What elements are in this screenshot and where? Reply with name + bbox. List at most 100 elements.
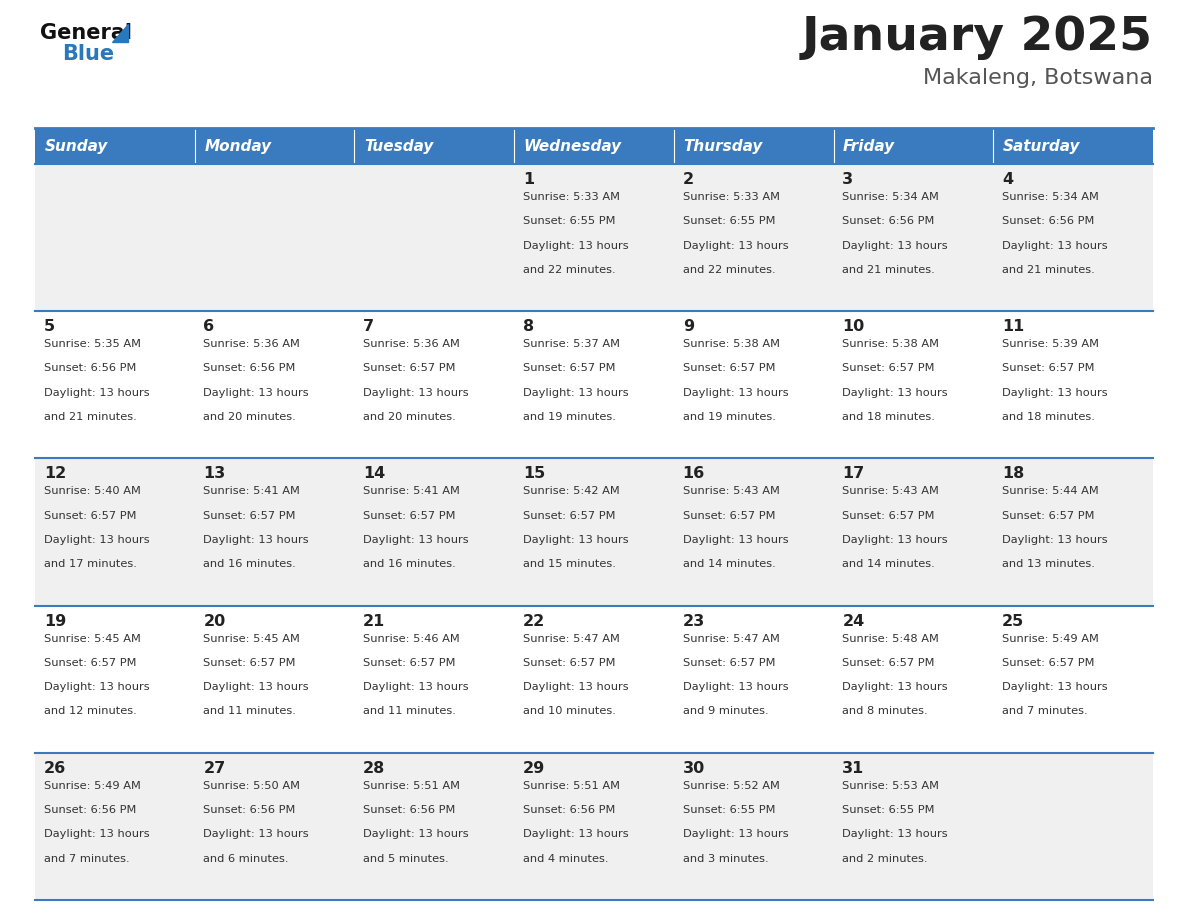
Text: Sunrise: 5:50 AM: Sunrise: 5:50 AM <box>203 781 301 790</box>
Text: Sunset: 6:56 PM: Sunset: 6:56 PM <box>203 805 296 815</box>
Text: Daylight: 13 hours: Daylight: 13 hours <box>683 535 789 545</box>
Bar <box>34 606 1154 753</box>
Text: Sunrise: 5:47 AM: Sunrise: 5:47 AM <box>683 633 779 644</box>
Bar <box>34 311 1154 458</box>
Bar <box>834 128 993 164</box>
Text: Makaleng, Botswana: Makaleng, Botswana <box>923 68 1154 88</box>
Text: Sunset: 6:56 PM: Sunset: 6:56 PM <box>203 364 296 374</box>
Text: Sunrise: 5:48 AM: Sunrise: 5:48 AM <box>842 633 940 644</box>
Text: and 18 minutes.: and 18 minutes. <box>1001 412 1095 422</box>
Bar <box>34 164 1154 311</box>
Text: Sunset: 6:57 PM: Sunset: 6:57 PM <box>44 658 137 668</box>
Text: Blue: Blue <box>62 44 114 64</box>
Text: and 11 minutes.: and 11 minutes. <box>364 707 456 716</box>
Bar <box>354 128 514 164</box>
Text: and 15 minutes.: and 15 minutes. <box>523 559 615 569</box>
Bar <box>34 128 195 164</box>
Text: and 16 minutes.: and 16 minutes. <box>364 559 456 569</box>
Text: Daylight: 13 hours: Daylight: 13 hours <box>364 535 469 545</box>
Text: and 14 minutes.: and 14 minutes. <box>683 559 776 569</box>
Text: 24: 24 <box>842 613 865 629</box>
Text: Sunset: 6:57 PM: Sunset: 6:57 PM <box>523 364 615 374</box>
Text: Daylight: 13 hours: Daylight: 13 hours <box>1001 241 1107 251</box>
Text: and 21 minutes.: and 21 minutes. <box>842 265 935 274</box>
Text: Daylight: 13 hours: Daylight: 13 hours <box>203 387 309 397</box>
Bar <box>993 128 1154 164</box>
Text: 9: 9 <box>683 319 694 334</box>
Text: Sunset: 6:57 PM: Sunset: 6:57 PM <box>364 364 456 374</box>
Text: and 18 minutes.: and 18 minutes. <box>842 412 935 422</box>
Text: Sunset: 6:55 PM: Sunset: 6:55 PM <box>523 217 615 227</box>
Text: Daylight: 13 hours: Daylight: 13 hours <box>842 535 948 545</box>
Text: and 14 minutes.: and 14 minutes. <box>842 559 935 569</box>
Text: 15: 15 <box>523 466 545 481</box>
Text: Daylight: 13 hours: Daylight: 13 hours <box>1001 682 1107 692</box>
Text: Sunset: 6:57 PM: Sunset: 6:57 PM <box>1001 510 1094 521</box>
Text: Thursday: Thursday <box>683 139 763 153</box>
Text: 25: 25 <box>1001 613 1024 629</box>
Text: Daylight: 13 hours: Daylight: 13 hours <box>523 387 628 397</box>
Text: Sunrise: 5:44 AM: Sunrise: 5:44 AM <box>1001 487 1099 497</box>
Text: and 22 minutes.: and 22 minutes. <box>683 265 776 274</box>
Text: Sunset: 6:56 PM: Sunset: 6:56 PM <box>44 364 137 374</box>
Text: Sunrise: 5:42 AM: Sunrise: 5:42 AM <box>523 487 620 497</box>
Text: Sunrise: 5:36 AM: Sunrise: 5:36 AM <box>364 339 460 349</box>
Text: Sunrise: 5:40 AM: Sunrise: 5:40 AM <box>44 487 140 497</box>
Text: 6: 6 <box>203 319 215 334</box>
Text: Daylight: 13 hours: Daylight: 13 hours <box>44 682 150 692</box>
Text: Tuesday: Tuesday <box>364 139 434 153</box>
Bar <box>674 128 834 164</box>
Text: and 9 minutes.: and 9 minutes. <box>683 707 769 716</box>
Text: 21: 21 <box>364 613 385 629</box>
Text: 2: 2 <box>683 172 694 187</box>
Text: Sunset: 6:57 PM: Sunset: 6:57 PM <box>523 658 615 668</box>
Text: Sunrise: 5:38 AM: Sunrise: 5:38 AM <box>842 339 940 349</box>
Text: Daylight: 13 hours: Daylight: 13 hours <box>842 241 948 251</box>
Text: Daylight: 13 hours: Daylight: 13 hours <box>683 682 789 692</box>
Text: Sunrise: 5:38 AM: Sunrise: 5:38 AM <box>683 339 779 349</box>
Text: Sunday: Sunday <box>45 139 108 153</box>
Text: and 13 minutes.: and 13 minutes. <box>1001 559 1095 569</box>
Text: Daylight: 13 hours: Daylight: 13 hours <box>842 829 948 839</box>
Text: Daylight: 13 hours: Daylight: 13 hours <box>1001 387 1107 397</box>
Text: Sunset: 6:57 PM: Sunset: 6:57 PM <box>683 658 775 668</box>
Text: Sunset: 6:56 PM: Sunset: 6:56 PM <box>1001 217 1094 227</box>
Text: Sunrise: 5:41 AM: Sunrise: 5:41 AM <box>364 487 460 497</box>
Text: Daylight: 13 hours: Daylight: 13 hours <box>364 387 469 397</box>
Text: and 20 minutes.: and 20 minutes. <box>364 412 456 422</box>
Text: and 7 minutes.: and 7 minutes. <box>1001 707 1088 716</box>
Text: Sunset: 6:57 PM: Sunset: 6:57 PM <box>44 510 137 521</box>
Text: Daylight: 13 hours: Daylight: 13 hours <box>44 535 150 545</box>
Text: Sunrise: 5:36 AM: Sunrise: 5:36 AM <box>203 339 301 349</box>
Text: 29: 29 <box>523 761 545 776</box>
Text: and 20 minutes.: and 20 minutes. <box>203 412 296 422</box>
Text: Sunset: 6:57 PM: Sunset: 6:57 PM <box>523 510 615 521</box>
Text: Daylight: 13 hours: Daylight: 13 hours <box>523 535 628 545</box>
Text: Friday: Friday <box>843 139 896 153</box>
Text: and 19 minutes.: and 19 minutes. <box>683 412 776 422</box>
Text: and 7 minutes.: and 7 minutes. <box>44 854 129 864</box>
Text: 11: 11 <box>1001 319 1024 334</box>
Text: Sunrise: 5:33 AM: Sunrise: 5:33 AM <box>683 192 779 202</box>
Text: Sunset: 6:57 PM: Sunset: 6:57 PM <box>683 510 775 521</box>
Text: 19: 19 <box>44 613 67 629</box>
Text: Daylight: 13 hours: Daylight: 13 hours <box>842 682 948 692</box>
Text: Daylight: 13 hours: Daylight: 13 hours <box>683 829 789 839</box>
Text: Daylight: 13 hours: Daylight: 13 hours <box>203 829 309 839</box>
Text: and 11 minutes.: and 11 minutes. <box>203 707 296 716</box>
Text: Daylight: 13 hours: Daylight: 13 hours <box>44 829 150 839</box>
Text: 16: 16 <box>683 466 704 481</box>
Text: 10: 10 <box>842 319 865 334</box>
Text: and 4 minutes.: and 4 minutes. <box>523 854 608 864</box>
Text: Daylight: 13 hours: Daylight: 13 hours <box>683 241 789 251</box>
Text: Sunset: 6:55 PM: Sunset: 6:55 PM <box>683 217 775 227</box>
Text: 30: 30 <box>683 761 704 776</box>
Text: and 8 minutes.: and 8 minutes. <box>842 707 928 716</box>
Text: and 6 minutes.: and 6 minutes. <box>203 854 289 864</box>
Text: Sunset: 6:56 PM: Sunset: 6:56 PM <box>364 805 455 815</box>
Text: Daylight: 13 hours: Daylight: 13 hours <box>523 682 628 692</box>
Text: 17: 17 <box>842 466 865 481</box>
Text: January 2025: January 2025 <box>802 15 1154 60</box>
Text: and 16 minutes.: and 16 minutes. <box>203 559 296 569</box>
Text: Daylight: 13 hours: Daylight: 13 hours <box>364 682 469 692</box>
